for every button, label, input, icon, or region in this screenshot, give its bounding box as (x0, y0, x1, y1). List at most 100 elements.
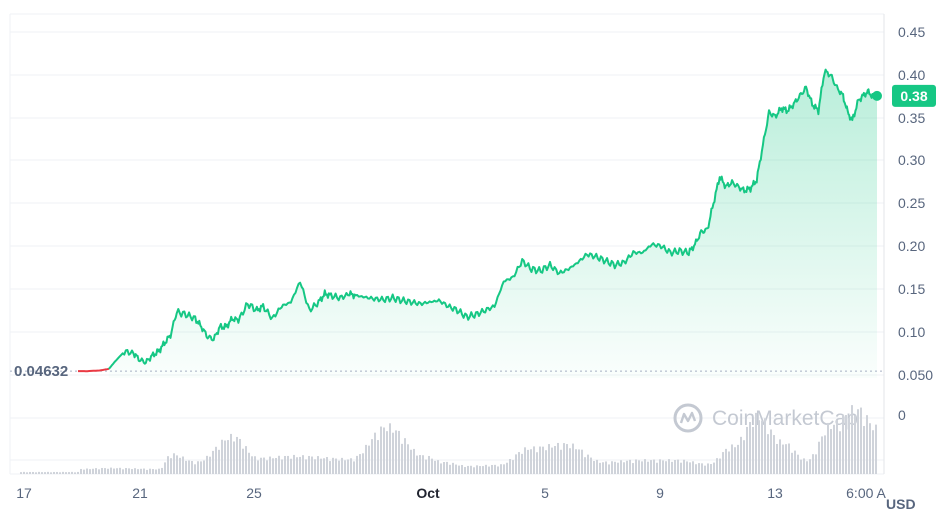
volume-bar (269, 456, 271, 474)
volume-bar (404, 438, 406, 474)
volume-bar (728, 451, 730, 474)
volume-bar (254, 456, 256, 474)
volume-bar (695, 464, 697, 474)
volume-bar (614, 461, 616, 474)
volume-bar (212, 450, 214, 474)
volume-bar (218, 449, 220, 474)
volume-bar (668, 459, 670, 474)
volume-bar (422, 455, 424, 474)
volume-bar (605, 461, 607, 474)
volume-bar (440, 463, 442, 474)
volume-bar (803, 458, 805, 474)
volume-bar (89, 469, 91, 474)
volume-bar (746, 426, 748, 474)
volume-bar (542, 446, 544, 474)
volume-bar (209, 456, 211, 474)
volume-bar (122, 469, 124, 474)
volume-bar (251, 456, 253, 474)
volume-bar (791, 452, 793, 474)
volume-bar (704, 465, 706, 474)
volume-bar (629, 459, 631, 474)
volume-bar (281, 459, 283, 474)
volume-bar (827, 422, 829, 474)
volume-bar (806, 461, 808, 474)
volume-bar (773, 435, 775, 474)
volume-bar (95, 468, 97, 474)
y-tick-label: 0.050 (898, 367, 933, 383)
volume-bar (392, 432, 394, 474)
volume-bar (398, 430, 400, 474)
volume-bar (596, 459, 598, 474)
volume-bar (725, 448, 727, 474)
volume-bar (518, 452, 520, 474)
volume-bar (326, 457, 328, 474)
volume-bar (188, 460, 190, 474)
volume-bar (245, 446, 247, 474)
volume-bar (446, 461, 448, 474)
volume-bar (119, 467, 121, 474)
volume-bar (707, 463, 709, 474)
volume-bar (68, 472, 70, 474)
volume-bar (164, 462, 166, 474)
watermark-logo-icon (673, 403, 703, 433)
volume-bar (374, 432, 376, 474)
volume-bar (701, 463, 703, 474)
volume-bar (128, 468, 130, 474)
volume-bar (347, 459, 349, 474)
y-tick-label: 0.20 (898, 238, 925, 254)
x-tick-label: Oct (416, 485, 440, 501)
volume-bar (146, 469, 148, 474)
volume-bar (752, 426, 754, 474)
volume-bar (203, 460, 205, 474)
volume-bar (638, 460, 640, 474)
volume-bar (578, 449, 580, 474)
y-tick-label: 0.35 (898, 110, 925, 126)
volume-bar (206, 455, 208, 474)
volume-bar (722, 452, 724, 474)
volume-bar (548, 444, 550, 474)
volume-bar (62, 471, 64, 474)
y-tick-label: 0.40 (898, 67, 925, 83)
volume-bar (239, 438, 241, 474)
volume-bar (248, 452, 250, 474)
volume-bar (785, 444, 787, 474)
volume-bar (236, 436, 238, 474)
volume-bar (65, 472, 67, 474)
volume-bar (185, 460, 187, 474)
volume-bar (50, 472, 52, 474)
price-area (108, 69, 878, 378)
volume-bar (116, 468, 118, 474)
volume-bar (143, 468, 145, 474)
volume-bar (713, 462, 715, 474)
volume-bar (563, 443, 565, 474)
y-tick-label: 0.30 (898, 152, 925, 168)
volume-bar (632, 463, 634, 474)
volume-bar (860, 407, 862, 474)
volume-bar (677, 459, 679, 474)
volume-bar (191, 460, 193, 474)
x-axis: 17 21 25 Oct 5 9 13 6:00 A (16, 485, 886, 501)
volume-bar (380, 426, 382, 474)
volume-axis-label: 0 (898, 407, 906, 423)
volume-bar (98, 469, 100, 474)
volume-bar (197, 461, 199, 474)
volume-bar (533, 446, 535, 474)
volume-bar (419, 455, 421, 474)
volume-bar (833, 424, 835, 474)
volume-bar (434, 460, 436, 474)
price-area-fill (108, 69, 878, 378)
volume-bar (872, 430, 874, 474)
volume-bar (665, 461, 667, 474)
volume-bar (284, 455, 286, 474)
volume-bar (590, 457, 592, 474)
volume-bar (287, 455, 289, 474)
volume-bar (869, 423, 871, 474)
volume-bar (383, 427, 385, 474)
volume-bar (386, 431, 388, 474)
volume-bar (365, 444, 367, 474)
volume-bar (593, 461, 595, 474)
volume-bar (176, 455, 178, 474)
y-tick-label: 0.15 (898, 281, 925, 297)
